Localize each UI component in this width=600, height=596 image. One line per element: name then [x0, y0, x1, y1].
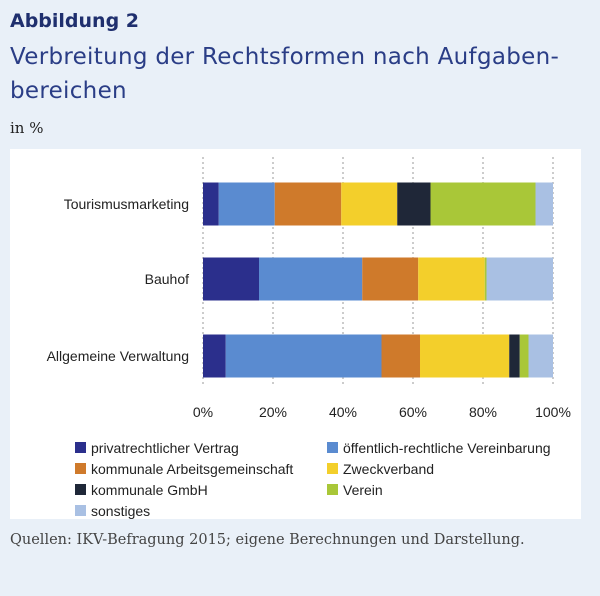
x-tick-label: 20% — [259, 404, 287, 420]
legend-label: Verein — [343, 481, 383, 498]
bar-segment — [274, 182, 342, 226]
source-note: Quellen: IKV-Befragung 2015; eigene Bere… — [10, 532, 525, 548]
stacked-bar-chart: 0% 20% 40% 60% 80% 100% Tourismusmarketing Bauh… — [47, 157, 571, 420]
category-label: Tourismusmarketing — [64, 196, 189, 212]
legend-swatch — [75, 442, 86, 453]
bar-segment — [418, 257, 485, 301]
chart-panel: 0% 20% 40% 60% 80% 100% Tourismusmarketing Bauh… — [10, 149, 581, 519]
legend-item: öffentlich-rechtliche Vereinbarung — [327, 438, 575, 457]
chart-title-line-1: Verbreitung der Rechtsformen nach Aufgab… — [10, 44, 560, 70]
bar-segment — [509, 334, 520, 378]
legend-label: öffentlich-rechtliche Vereinbarung — [343, 439, 551, 456]
bar-segment — [420, 334, 510, 378]
bar-segment — [341, 182, 398, 226]
legend-label: kommunale GmbH — [91, 481, 208, 498]
legend-label: kommunale Arbeitsgemeinschaft — [91, 460, 294, 477]
category-label: Allgemeine Verwaltung — [47, 348, 189, 364]
bar-segment — [535, 182, 553, 226]
legend-swatch — [327, 484, 338, 495]
bar-segment — [218, 182, 275, 226]
bar-segment — [528, 334, 553, 378]
chart-title-line-2: bereichen — [10, 78, 127, 104]
legend-item: Verein — [327, 480, 575, 499]
legend-label: Zweckverband — [343, 460, 435, 477]
bar-segment — [430, 182, 536, 226]
x-tick-label: 100% — [535, 404, 571, 420]
bar-segment — [381, 334, 420, 378]
bar-segment — [203, 334, 226, 378]
legend-label: privatrechtlicher Vertrag — [91, 439, 239, 456]
bar-segment — [225, 334, 382, 378]
chart-title: Verbreitung der Rechtsformen nach Aufgab… — [10, 40, 590, 108]
legend-swatch — [327, 442, 338, 453]
chart-legend: privatrechtlicher Vertrag öffentlich-rech… — [75, 438, 575, 520]
legend-item: kommunale Arbeitsgemeinschaft — [75, 459, 327, 478]
legend-swatch — [327, 463, 338, 474]
legend-swatch — [75, 505, 86, 516]
x-tick-label: 60% — [399, 404, 427, 420]
bar-segment — [259, 257, 363, 301]
figure-label: Abbildung 2 — [10, 10, 140, 32]
bar-segment — [362, 257, 419, 301]
legend-swatch — [75, 484, 86, 495]
legend-item: privatrechtlicher Vertrag — [75, 438, 327, 457]
x-tick-label: 40% — [329, 404, 357, 420]
x-tick-label: 0% — [193, 404, 213, 420]
bar-segment — [519, 334, 529, 378]
bar-segment — [484, 257, 487, 301]
unit-label: in % — [10, 119, 44, 137]
bar-segment — [486, 257, 553, 301]
bar-segment — [203, 182, 219, 226]
legend-swatch — [75, 463, 86, 474]
legend-item: kommunale GmbH — [75, 480, 327, 499]
category-label: Bauhof — [145, 271, 189, 287]
bar-segment — [397, 182, 431, 226]
x-tick-label: 80% — [469, 404, 497, 420]
legend-item: sonstiges — [75, 501, 327, 520]
legend-item: Zweckverband — [327, 459, 575, 478]
bar-segment — [203, 257, 259, 301]
legend-label: sonstiges — [91, 502, 151, 519]
